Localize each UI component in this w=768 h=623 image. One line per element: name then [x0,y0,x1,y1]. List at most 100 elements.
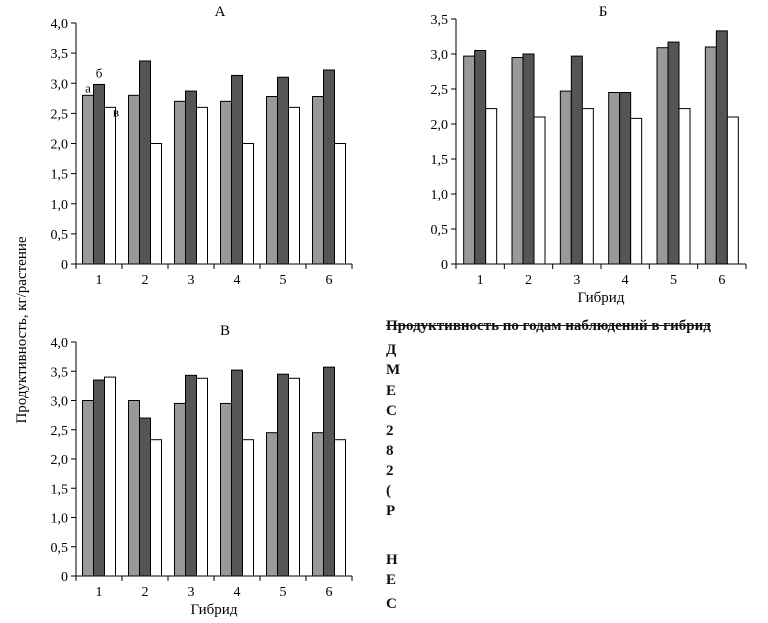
x-tick-label: 4 [234,273,241,288]
bar-в-1 [104,106,116,265]
bar-в-6 [726,116,739,265]
bar-в-1 [485,108,498,265]
bar-б-2 [139,417,151,577]
y-tick-label: 2,0 [51,453,69,468]
bar-а-1 [82,400,94,577]
bar-а-1 [82,94,94,265]
bar-б-2 [139,60,151,265]
bar-б-1 [474,50,487,265]
chart-3: В 0 0,5 1,0 1,5 2,0 2,5 3,0 3,5 4,0 1 2 3 4 5 6 Гибрид [51,323,353,618]
x-tick-label: 3 [188,273,195,288]
bar-в-2 [150,143,162,265]
cutoff-caption-line: Е [386,383,397,399]
x-tick-label: 1 [477,273,484,288]
x-tick-label: 4 [622,273,629,288]
x-tick-label: 5 [280,585,287,600]
cutoff-caption-line: 2 [386,463,394,479]
bar-в-3 [196,106,208,265]
bar-б-5 [277,373,289,577]
cutoff-caption-line: Н [386,552,398,568]
x-tick-label: 6 [326,273,333,288]
x-tick-label: 3 [188,585,195,600]
bar-б-6 [323,366,335,577]
bar-в-1 [104,376,116,577]
y-tick-label: 3,0 [51,77,69,92]
chart-title: Б [599,4,608,20]
bar-а-6 [312,96,324,265]
bar-б-6 [323,69,335,265]
x-tick-label: 5 [280,273,287,288]
x-tick-label: 1 [96,273,103,288]
bar-б-1 [93,379,105,577]
bar-в-3 [196,377,208,577]
bar-в-4 [242,439,254,577]
cutoff-caption-line: Е [386,572,397,588]
y-tick-label: 2,5 [51,107,69,122]
bar-а-2 [511,57,524,265]
bar-в-5 [288,377,300,577]
bar-в-6 [334,143,346,265]
bar-б-3 [185,374,197,577]
y-tick-label: 3,5 [51,365,69,380]
bar-а-2 [128,94,140,265]
bar-б-3 [570,55,583,265]
bar-в-4 [630,117,643,265]
bar-а-4 [220,100,232,265]
bar-а-5 [266,432,278,577]
y-tick-label: 3,5 [51,47,69,62]
y-tick-label: 3,0 [51,395,69,410]
y-tick-label: 0 [61,570,68,585]
bar-а-3 [174,402,186,577]
bar-annotation-б: б [96,65,103,80]
bar-а-6 [704,46,717,265]
bar-в-2 [533,116,546,265]
bar-а-4 [220,402,232,577]
bar-а-5 [656,47,669,265]
bar-а-3 [559,90,572,265]
bar-а-4 [608,92,621,265]
x-tick-label: 2 [525,273,532,288]
bar-в-3 [581,108,594,265]
y-tick-label: 2,0 [51,138,69,153]
y-tick-label: 3,5 [431,13,449,28]
y-tick-label: 1,5 [431,153,449,168]
x-tick-label: 1 [96,585,103,600]
y-tick-label: 1,5 [51,482,69,497]
bar-б-1 [93,83,105,265]
bar-б-3 [185,90,197,265]
y-tick-label: 4,0 [51,17,69,32]
bar-а-6 [312,432,324,577]
y-tick-label: 2,5 [51,424,69,439]
bar-б-6 [715,30,728,265]
y-tick-label: 2,0 [431,118,449,133]
bar-в-5 [678,108,691,265]
bar-б-4 [619,92,632,265]
chart-1: А 0 0,5 1,0 1,5 2,0 2,5 3,0 3,5 4,0 1 2 3 4 5 6 аб в [51,4,353,288]
bar-а-1 [463,55,476,265]
y-axis-label-text: Продуктивность, кг/растение [14,236,30,423]
shared-y-axis-label: Продуктивность, кг/растение [14,236,30,423]
cutoff-caption-line: Продуктивность по годам наблюдений в гиб… [386,318,711,334]
x-tick-label: 2 [142,273,149,288]
chart-title: А [215,4,226,20]
chart-title: В [220,323,230,339]
cutoff-caption-line: 8 [386,443,394,459]
y-tick-label: 0 [441,258,448,273]
y-tick-label: 3,0 [431,48,449,63]
chart-2: Б 0 0,5 1,0 1,5 2,0 2,5 3,0 3,5 1 2 3 4 5 6 Гибрид [431,4,747,306]
cutoff-caption-line: С [386,596,397,612]
bar-а-3 [174,100,186,265]
y-tick-label: 1,0 [51,512,69,527]
cutoff-caption-line: Д [386,342,397,358]
y-tick-label: 1,0 [431,188,449,203]
x-axis-label: Гибрид [578,290,625,306]
x-tick-label: 5 [670,273,677,288]
bar-в-2 [150,439,162,577]
bar-в-4 [242,143,254,265]
cutoff-caption-line: М [386,362,400,378]
bar-в-5 [288,106,300,265]
x-tick-label: 6 [326,585,333,600]
y-tick-label: 4,0 [51,336,69,351]
